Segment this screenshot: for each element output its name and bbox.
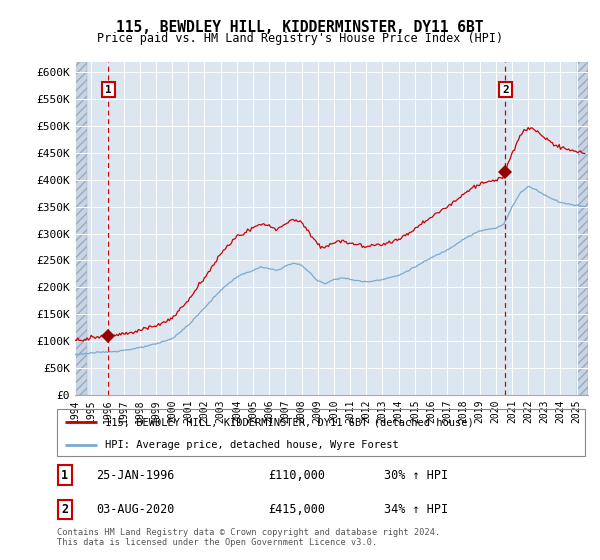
Text: HPI: Average price, detached house, Wyre Forest: HPI: Average price, detached house, Wyre…	[104, 440, 398, 450]
Text: 115, BEWDLEY HILL, KIDDERMINSTER, DY11 6BT: 115, BEWDLEY HILL, KIDDERMINSTER, DY11 6…	[116, 20, 484, 35]
Text: 1: 1	[61, 469, 68, 482]
Text: 30% ↑ HPI: 30% ↑ HPI	[385, 469, 448, 482]
Text: £415,000: £415,000	[268, 503, 325, 516]
Text: 1: 1	[105, 85, 112, 95]
Text: 115, BEWDLEY HILL, KIDDERMINSTER, DY11 6BT (detached house): 115, BEWDLEY HILL, KIDDERMINSTER, DY11 6…	[104, 417, 473, 427]
Text: 03-AUG-2020: 03-AUG-2020	[97, 503, 175, 516]
Text: Price paid vs. HM Land Registry's House Price Index (HPI): Price paid vs. HM Land Registry's House …	[97, 32, 503, 45]
Text: £110,000: £110,000	[268, 469, 325, 482]
Text: 2: 2	[502, 85, 509, 95]
Text: 25-JAN-1996: 25-JAN-1996	[97, 469, 175, 482]
Bar	[577, 62, 588, 395]
Text: 34% ↑ HPI: 34% ↑ HPI	[385, 503, 448, 516]
Bar	[75, 62, 87, 395]
Text: 2: 2	[61, 503, 68, 516]
Text: Contains HM Land Registry data © Crown copyright and database right 2024.
This d: Contains HM Land Registry data © Crown c…	[57, 528, 440, 547]
